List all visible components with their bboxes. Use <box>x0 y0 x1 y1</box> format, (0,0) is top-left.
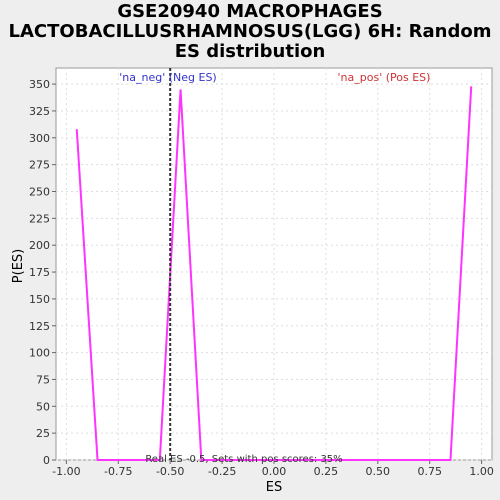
es-distribution-line <box>75 86 473 461</box>
x-axis-label: ES <box>266 480 282 495</box>
pos-es-label: 'na_pos' (Pos ES) <box>338 71 431 84</box>
x-tick-label: 1.00 <box>469 465 494 478</box>
y-tick-label: 100 <box>29 347 50 360</box>
x-tick-label: 0.25 <box>314 465 339 478</box>
chart-title-line-2: LACTOBACILLUSRHAMNOSUS(LGG) 6H: Random <box>8 21 492 42</box>
y-tick-label: 50 <box>36 400 50 413</box>
grid-lines <box>56 68 492 461</box>
chart-title: GSE20940 MACROPHAGES LACTOBACILLUSRHAMNO… <box>0 2 500 62</box>
y-tick-label: 75 <box>36 373 50 386</box>
y-axis-ticks: 0 25 50 75 100 125 150 175 200 225 250 275 300 325 350 <box>29 78 56 467</box>
x-tick-label: -0.25 <box>208 465 236 478</box>
y-tick-label: 225 <box>29 212 50 225</box>
x-tick-label: 0.75 <box>417 465 442 478</box>
y-tick-label: 25 <box>36 427 50 440</box>
chart-title-line-1: GSE20940 MACROPHAGES <box>117 1 383 22</box>
y-tick-label: 0 <box>43 454 50 467</box>
x-tick-label: -0.75 <box>104 465 132 478</box>
series-layer <box>75 86 473 461</box>
y-tick-label: 250 <box>29 186 50 199</box>
y-tick-label: 275 <box>29 159 50 172</box>
y-tick-label: 300 <box>29 132 50 145</box>
neg-es-label: 'na_neg' (Neg ES) <box>119 71 216 84</box>
x-tick-label: -0.50 <box>156 465 184 478</box>
y-tick-label: 150 <box>29 293 50 306</box>
chart-title-line-3: ES distribution <box>174 41 326 62</box>
y-tick-label: 200 <box>29 239 50 252</box>
x-tick-label: 0.00 <box>262 465 287 478</box>
real-es-note: Real ES -0.5, Sets with pos scores: 35% <box>145 454 342 465</box>
y-axis-label: P(ES) <box>11 249 26 283</box>
y-tick-label: 175 <box>29 266 50 279</box>
x-tick-label: 0.50 <box>366 465 391 478</box>
x-tick-label: -1.00 <box>52 465 80 478</box>
y-tick-label: 125 <box>29 320 50 333</box>
y-tick-label: 325 <box>29 105 50 118</box>
y-tick-label: 350 <box>29 78 50 91</box>
x-axis-ticks: -1.00 -0.75 -0.50 -0.25 0.00 0.25 0.50 0.75 1.00 <box>52 460 494 478</box>
